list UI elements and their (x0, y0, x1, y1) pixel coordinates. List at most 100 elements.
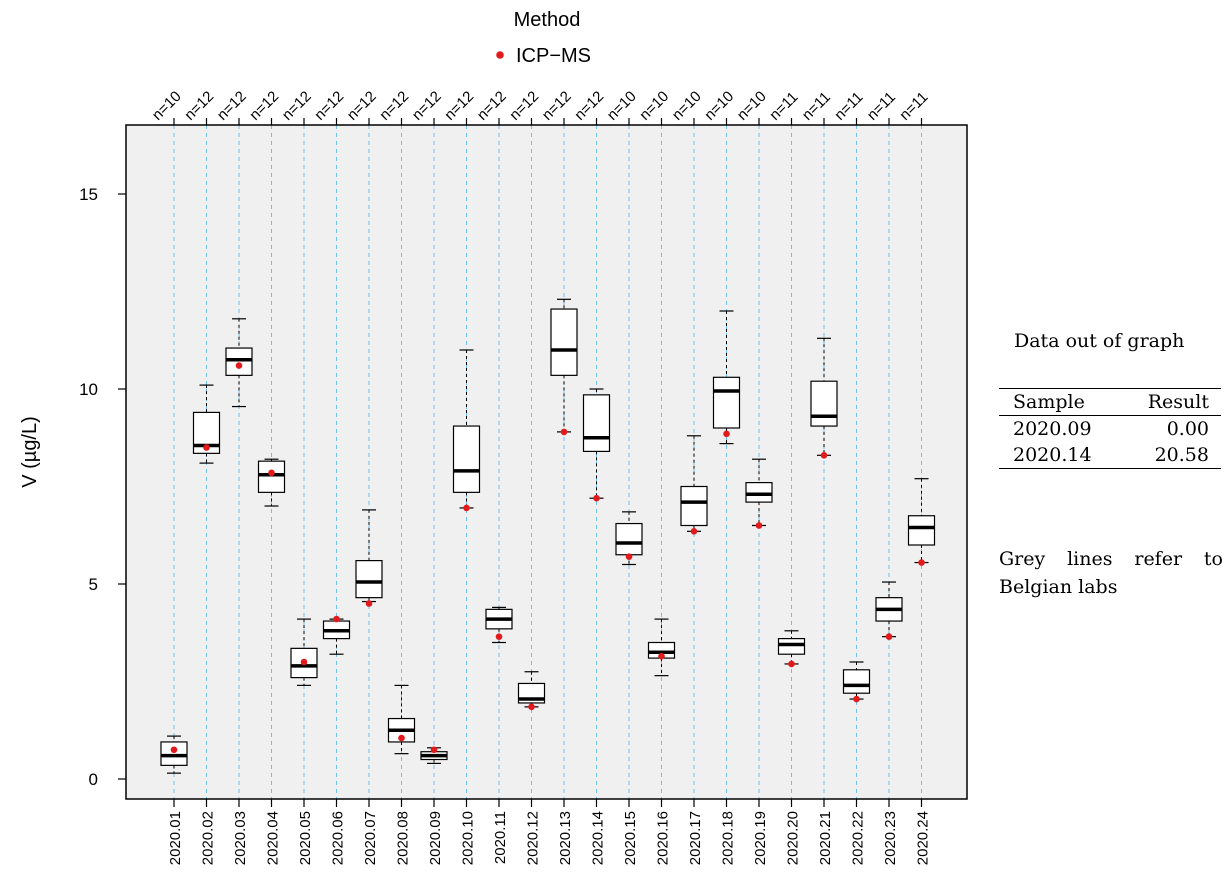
icp-ms-point (203, 444, 210, 451)
x-tick-label: 2020.08 (395, 811, 412, 865)
x-tick-label: 2020.12 (525, 811, 542, 865)
icp-ms-point (820, 452, 828, 459)
x-tick-label: 2020.10 (460, 811, 477, 865)
legend-title: Method (514, 9, 581, 31)
n-count-label: n=12 (311, 88, 347, 124)
y-axis: 0 5 10 15 (79, 185, 126, 789)
n-count-labels: n=10n=12n=12n=12n=12n=12n=12n=12n=12n=12… (149, 88, 931, 125)
x-axis: 2020.01 2020.02 2020.03 2020.04 2020.05 2020.… (167, 799, 932, 865)
box-body (777, 637, 806, 655)
icp-ms-point (430, 746, 438, 754)
box-2020.22 (842, 661, 871, 700)
icp-ms-point (755, 522, 763, 529)
icp-ms-point (333, 615, 340, 623)
box-body (452, 425, 481, 493)
x-tick-label: 2020.24 (915, 811, 932, 865)
icp-ms-point (593, 494, 600, 502)
box-2020.03 (225, 318, 253, 408)
cell-sample: 2020.14 (999, 442, 1123, 469)
icp-ms-series (170, 362, 925, 754)
x-tick-label: 2020.17 (687, 811, 704, 865)
x-tick-label: 2020.19 (752, 811, 769, 865)
side-panel-title: Data out of graph (1014, 330, 1185, 352)
table-row: 2020.14 20.58 (999, 442, 1221, 469)
plot-frame (125, 124, 968, 800)
box-2020.21 (810, 337, 838, 456)
icp-ms-point (528, 703, 535, 711)
box-2020.24 (907, 478, 936, 564)
box-2020.01 (160, 735, 188, 774)
box-body (810, 380, 838, 427)
y-axis-label: V (µg/L) (19, 416, 41, 488)
box-body (842, 669, 871, 694)
x-tick-label: 2020.13 (557, 811, 574, 865)
n-count-label: n=12 (441, 88, 477, 124)
n-count-label: n=10 (734, 88, 770, 124)
icp-ms-point (235, 362, 243, 369)
n-count-label: n=12 (376, 88, 412, 124)
x-tick-label: 2020.15 (622, 811, 639, 865)
x-tick-label: 2020.09 (427, 811, 444, 865)
x-tick-label: 2020.18 (720, 811, 737, 865)
icp-ms-point (885, 633, 893, 640)
icp-ms-point (170, 746, 178, 754)
x-tick-label: 2020.05 (297, 811, 314, 865)
x-tick-label: 2020.04 (265, 811, 282, 865)
box-2020.04 (257, 458, 286, 507)
x-tick-label: 2020.20 (785, 811, 802, 865)
n-count-label: n=12 (214, 88, 250, 124)
box-2020.14 (582, 388, 611, 499)
n-count-label: n=10 (669, 88, 705, 124)
icp-ms-point (300, 658, 308, 666)
icp-ms-point (918, 559, 925, 566)
icp-ms-point (658, 652, 665, 660)
n-count-label: n=10 (701, 88, 737, 124)
icp-ms-point (560, 428, 568, 436)
box-2020.07 (355, 509, 383, 603)
n-count-label: n=11 (799, 89, 834, 124)
table-header-row: Sample Result (999, 388, 1221, 416)
box-body (582, 394, 611, 453)
cell-result: 0.00 (1166, 418, 1209, 440)
y-tick-label: 10 (79, 380, 98, 399)
y-tick-label: 5 (89, 575, 98, 594)
box-body (355, 559, 383, 599)
legend-label-icp-ms: ICP−MS (516, 45, 591, 67)
x-tick-label: 2020.11 (492, 811, 509, 864)
box-2020.11 (485, 606, 513, 644)
box-2020.12 (517, 671, 546, 708)
n-count-label: n=10 (604, 88, 640, 124)
icp-ms-point (625, 553, 633, 560)
icp-ms-point (268, 469, 275, 477)
box-body (160, 741, 188, 766)
cell-result: 20.58 (1122, 442, 1221, 469)
side-panel-note: Grey lines refer to Belgian labs (999, 548, 1223, 598)
icp-ms-point (463, 504, 470, 512)
box-body (550, 308, 578, 376)
n-count-label: n=12 (181, 88, 217, 124)
n-count-label: n=11 (766, 89, 801, 124)
icp-ms-point (853, 695, 860, 703)
box-body (745, 482, 773, 503)
x-tick-label: 2020.16 (655, 811, 672, 865)
n-count-label: n=12 (344, 88, 380, 124)
n-count-label: n=12 (246, 88, 282, 124)
x-tick-label: 2020.07 (362, 811, 379, 865)
n-count-label: n=12 (506, 88, 542, 124)
x-tick-label: 2020.23 (882, 811, 899, 865)
n-count-label: n=12 (279, 88, 315, 124)
x-tick-label: 2020.14 (590, 811, 607, 865)
legend-marker-icp-ms (496, 51, 504, 59)
box-body (225, 347, 253, 376)
x-tick-label: 2020.02 (200, 811, 217, 865)
n-count-label: n=12 (409, 88, 445, 124)
box-body (257, 460, 286, 493)
n-count-label: n=12 (571, 88, 607, 124)
n-count-label: n=11 (831, 89, 866, 124)
n-count-label: n=12 (539, 88, 575, 124)
x-tick-label: 2020.01 (167, 811, 184, 865)
x-tick-label: 2020.06 (330, 811, 347, 865)
box-2020.10 (452, 349, 481, 509)
n-count-label: n=12 (474, 88, 510, 124)
